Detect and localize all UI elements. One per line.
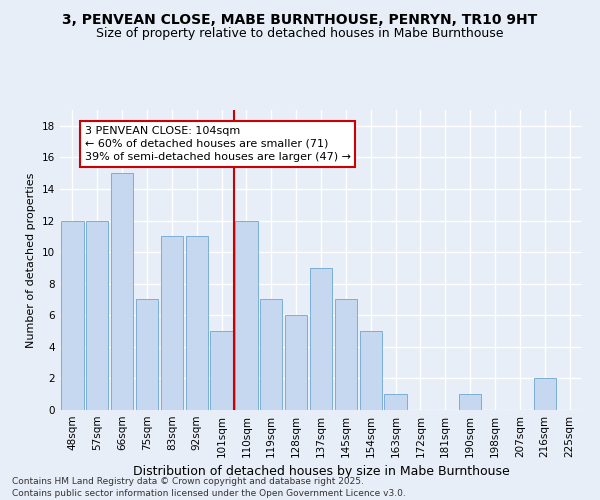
Bar	[335, 300, 357, 410]
Bar	[260, 300, 283, 410]
Text: Size of property relative to detached houses in Mabe Burnthouse: Size of property relative to detached ho…	[96, 28, 504, 40]
Text: 3 PENVEAN CLOSE: 104sqm
← 60% of detached houses are smaller (71)
39% of semi-de: 3 PENVEAN CLOSE: 104sqm ← 60% of detache…	[85, 126, 351, 162]
Bar	[161, 236, 183, 410]
X-axis label: Distribution of detached houses by size in Mabe Burnthouse: Distribution of detached houses by size …	[133, 466, 509, 478]
Bar	[211, 331, 233, 410]
Bar	[86, 220, 109, 410]
Bar	[359, 331, 382, 410]
Bar	[459, 394, 481, 410]
Bar	[310, 268, 332, 410]
Text: Contains HM Land Registry data © Crown copyright and database right 2025.
Contai: Contains HM Land Registry data © Crown c…	[12, 476, 406, 498]
Y-axis label: Number of detached properties: Number of detached properties	[26, 172, 37, 348]
Bar	[185, 236, 208, 410]
Bar	[235, 220, 257, 410]
Bar	[111, 173, 133, 410]
Bar	[285, 316, 307, 410]
Text: 3, PENVEAN CLOSE, MABE BURNTHOUSE, PENRYN, TR10 9HT: 3, PENVEAN CLOSE, MABE BURNTHOUSE, PENRY…	[62, 12, 538, 26]
Bar	[136, 300, 158, 410]
Bar	[385, 394, 407, 410]
Bar	[61, 220, 83, 410]
Bar	[533, 378, 556, 410]
